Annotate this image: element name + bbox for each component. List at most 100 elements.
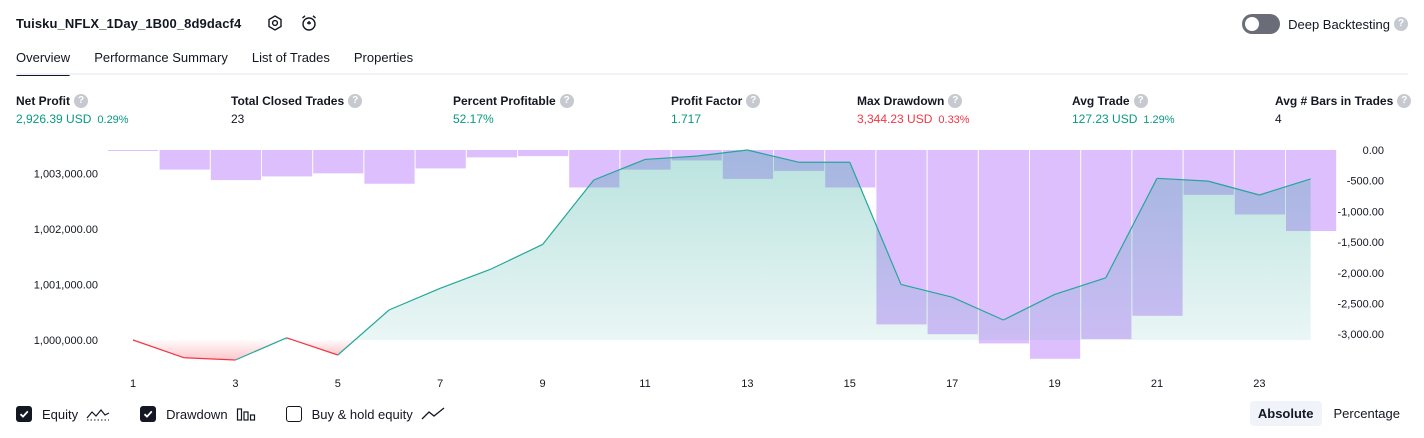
drawdown-bar: [262, 150, 313, 177]
x-axis-label: 23: [1253, 378, 1265, 390]
equity-line-segment: [132, 339, 185, 359]
metric-label-text: Avg Trade: [1072, 94, 1130, 108]
value-mode-switch: Absolute Percentage: [1246, 401, 1408, 426]
deep-backtesting-control: Deep Backtesting ?: [1242, 12, 1408, 36]
strategy-name: Tuisku_NFLX_1Day_1B00_8d9dacf4: [16, 16, 242, 31]
help-icon[interactable]: ?: [74, 94, 88, 108]
right-axis-label: -500.00: [1347, 176, 1384, 188]
help-icon[interactable]: ?: [559, 94, 574, 108]
x-axis-label: 7: [437, 378, 443, 390]
tab-overview[interactable]: Overview: [16, 46, 71, 76]
right-axis-label: -1,000.00: [1338, 206, 1384, 218]
metric-value-text: 4: [1275, 112, 1282, 126]
percentage-button[interactable]: Percentage: [1333, 406, 1401, 421]
buy-hold-checkbox[interactable]: [285, 406, 302, 422]
legend-drawdown[interactable]: Drawdown: [140, 406, 255, 422]
x-axis-label: 19: [1048, 378, 1060, 390]
metric-value-text: 3,344.23 USD: [857, 112, 933, 126]
help-icon[interactable]: ?: [746, 94, 761, 108]
equity-line-segment: [542, 179, 595, 245]
metric-label: Max Drawdown?: [857, 94, 970, 108]
deep-backtesting-toggle[interactable]: [1242, 14, 1281, 34]
equity-area-down: [293, 340, 355, 355]
equity-line-segment: [1259, 178, 1311, 196]
metric-label: Avg # Bars in Trades?: [1275, 94, 1412, 108]
left-axis-label: 1,003,000.00: [34, 168, 98, 180]
x-axis-label: 9: [540, 378, 546, 390]
drawdown-bar: [415, 150, 466, 169]
right-axis: 0.00 -500.00 -1,000.00 -1,500.00 -2,000.00 -2…: [1338, 145, 1384, 341]
equity-line-segment: [951, 296, 1004, 321]
metric-value-text: 127.23 USD: [1072, 112, 1138, 126]
report-tabs: Overview Performance Summary List of Tra…: [16, 46, 437, 76]
legend-buy-hold-equity[interactable]: Buy & hold equity: [285, 406, 445, 422]
metric-label: Profit Factor?: [671, 94, 761, 108]
x-axis-label: 15: [844, 378, 856, 390]
equity-line-segment: [1054, 277, 1106, 296]
help-icon[interactable]: ?: [1397, 94, 1412, 108]
equity-line-segment: [491, 243, 543, 270]
toggle-knob: [1245, 17, 1260, 31]
metric-value-text: 52.17%: [453, 112, 494, 126]
left-axis-label: 1,000,000.00: [34, 335, 98, 347]
absolute-button[interactable]: Absolute: [1249, 401, 1322, 426]
equity-line-segment: [747, 149, 799, 163]
tab-list-of-trades[interactable]: List of Trades: [251, 50, 330, 65]
equity-line: [132, 149, 1311, 361]
metric-value: 4: [1275, 112, 1411, 126]
equity-area: [133, 150, 1311, 360]
equity-line-segment: [593, 158, 646, 181]
metric-label-text: Max Drawdown: [857, 94, 945, 108]
help-icon[interactable]: ?: [348, 94, 363, 108]
metric-value: 3,344.23 USD 0.33%: [857, 112, 970, 126]
equity-line-segment: [388, 287, 441, 311]
chart-legend: Equity Drawdown Buy & hold equity: [16, 402, 475, 426]
drawdown-bar: [313, 150, 364, 174]
metric-value: 23: [231, 112, 362, 126]
equity-line-segment: [286, 337, 338, 356]
metric-value-text: 1.717: [671, 112, 702, 126]
metric-label: Avg Trade?: [1072, 94, 1175, 108]
equity-area-down: [133, 340, 282, 360]
add-alarm-icon[interactable]: [298, 12, 320, 34]
legend-equity[interactable]: Equity: [16, 406, 110, 422]
equity-line-segment: [849, 161, 902, 285]
tab-performance-summary[interactable]: Performance Summary: [94, 50, 228, 65]
drawdown-bar: [210, 150, 261, 181]
metric-net-profit: Net Profit? 2,926.39 USD 0.29%: [16, 94, 129, 126]
metric-avg-bars-in-trades: Avg # Bars in Trades? 4: [1275, 94, 1412, 126]
equity-line-segment: [1003, 293, 1055, 321]
left-axis-label: 1,002,000.00: [34, 224, 98, 236]
metric-label-text: Profit Factor: [671, 94, 743, 108]
equity-area-up: [354, 150, 1311, 340]
help-icon[interactable]: ?: [1394, 17, 1408, 31]
drawdown-checkbox[interactable]: [140, 406, 157, 422]
metric-label-text: Avg # Bars in Trades: [1275, 94, 1394, 108]
metric-percent: 1.29%: [1143, 114, 1175, 126]
equity-line-segment: [696, 149, 748, 157]
metric-value: 1.717: [671, 112, 760, 126]
equity-drawdown-chart[interactable]: 1,000,000.00 1,001,000.00 1,002,000.00 1,00…: [0, 140, 1424, 395]
help-icon[interactable]: ?: [948, 94, 963, 108]
help-icon[interactable]: ?: [1133, 94, 1148, 108]
x-axis: 1 3 5 7 9 11 13 15 17 19 21 23: [130, 378, 1266, 390]
settings-hex-icon[interactable]: [264, 12, 286, 34]
legend-drawdown-label: Drawdown: [166, 406, 228, 422]
equity-checkbox[interactable]: [16, 406, 32, 422]
equity-line-segment: [235, 337, 287, 361]
tab-properties[interactable]: Properties: [353, 50, 414, 65]
metric-total-closed-trades: Total Closed Trades? 23: [231, 94, 363, 126]
metric-value: 127.23 USD 1.29%: [1072, 112, 1175, 126]
equity-line-segment: [439, 268, 492, 289]
metric-label-text: Net Profit: [16, 94, 70, 108]
metric-max-drawdown: Max Drawdown? 3,344.23 USD 0.33%: [857, 94, 970, 126]
drawdown-bar: [466, 150, 517, 158]
buy-hold-line-icon: [421, 406, 445, 422]
right-axis-label: -2,000.00: [1338, 268, 1384, 280]
legend-buy-hold-label: Buy & hold equity: [311, 406, 413, 422]
drawdown-bar: [364, 150, 415, 184]
equity-line-segment: [184, 357, 236, 361]
equity-line-icon: [86, 406, 110, 422]
x-axis-label: 5: [335, 378, 341, 390]
equity-line-segment: [1156, 177, 1209, 182]
